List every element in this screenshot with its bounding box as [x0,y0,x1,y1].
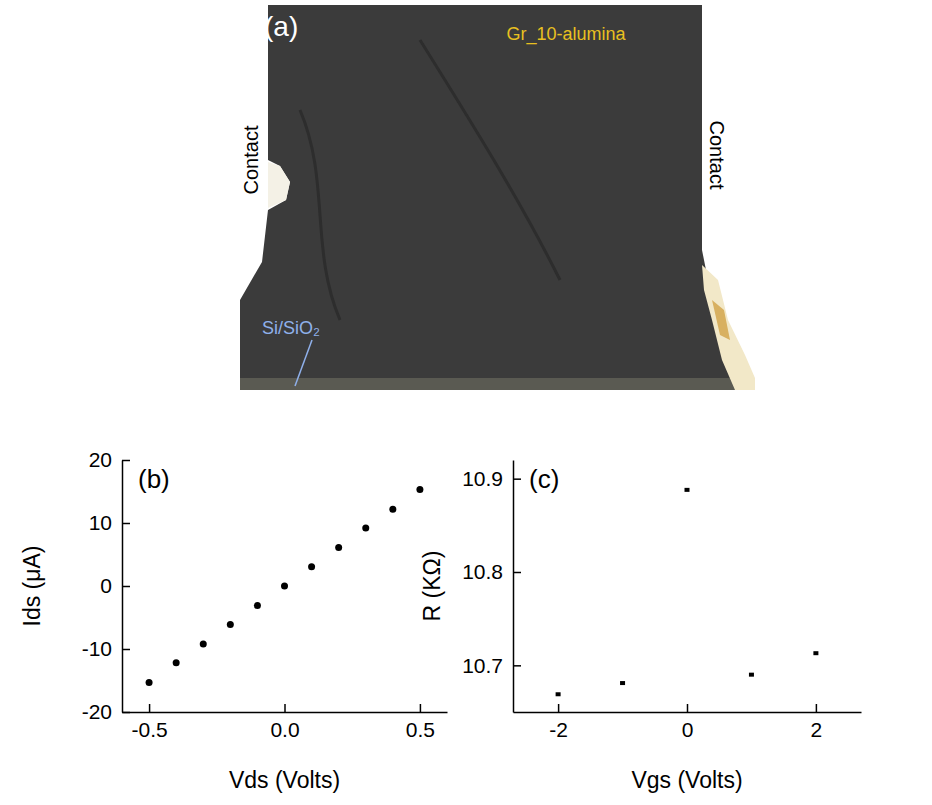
tick: -10 [82,637,130,660]
tick: 10.9 [462,467,521,490]
data-point [173,659,180,666]
contact-right-glint [712,300,730,340]
data-point [389,506,396,513]
tick-mark [513,572,521,574]
x-axis: -2 0 2 [514,704,862,741]
tick-mark [420,704,422,712]
tick-mark [513,478,521,480]
tick-mark [816,704,818,712]
tick-mark [122,460,130,462]
data-point [416,486,423,493]
data-point [335,544,342,551]
axis-line [513,461,515,713]
tick-mark [687,704,689,712]
tick-label: 0 [682,718,694,741]
x-axis: -0.5 0.0 0.5 [123,704,448,741]
tick-label: -20 [82,700,112,723]
tick: 0 [682,704,694,741]
data-point [556,692,561,696]
graphene-film [240,5,755,390]
panel-label: (b) [138,464,170,494]
tick: -20 [82,700,130,723]
data-point [146,679,153,686]
tick: -0.5 [131,704,167,741]
y-axis-title: Ids (μA) [19,546,45,627]
contact-label: Contact [706,121,728,190]
data-point [308,563,315,570]
data-point [227,621,234,628]
substrate-label: Si/SiO₂ [262,318,320,338]
x-axis-title: Vgs (Volts) [631,767,742,793]
panel-label: (c) [529,464,559,494]
tick: 10 [89,511,130,534]
tick-label: 2 [811,718,823,741]
tick: 10.8 [462,560,521,583]
tick: 2 [811,704,823,741]
contact-label: Contact [240,125,262,194]
tick-label: -10 [82,637,112,660]
data-point [362,525,369,532]
tick: 0 [100,574,130,597]
tick-label: 10.9 [462,467,503,490]
film-texture [300,40,560,320]
tick-label: 0 [100,574,112,597]
data-point [620,681,625,685]
data-point [749,673,754,677]
chart-panel: -2 0 2 10.7 10.8 10.9 Vgs (Volts) R (KΩ) (c) [419,461,862,794]
tick-label: 10 [89,511,112,534]
data-point [281,583,288,590]
tick-mark [122,586,130,588]
data-point [685,488,690,492]
contact-left-pad [268,162,290,208]
leader-line [295,340,312,386]
marks [146,486,424,686]
tick-label: 10.7 [462,654,503,677]
tick-mark [122,649,130,651]
data-point [813,651,818,655]
data-point [254,602,261,609]
panel-label: (a) [264,11,298,42]
tick: -2 [549,704,568,741]
tick: 20 [89,448,130,471]
tick-label: -2 [549,718,568,741]
tick-mark [122,712,130,714]
tick-label: 20 [89,448,112,471]
data-point [200,640,207,647]
tick-label: 0.0 [270,718,299,741]
marks [556,488,819,696]
contact-right-pad [702,265,755,390]
x-axis-title: Vds (Volts) [229,767,340,793]
tick: 10.7 [462,654,521,677]
tick-mark [284,704,286,712]
y-axis: -20 -10 0 10 20 [82,448,130,723]
figure: (a) Gr_10-alumina Contact Contact Si/SiO₂ -0.… [0,0,932,805]
y-axis: 10.7 10.8 10.9 [462,461,521,713]
sample-label: Gr_10-alumina [506,24,626,45]
tick-mark [513,665,521,667]
y-axis-title: R (KΩ) [419,551,445,622]
tick-label: -0.5 [131,718,167,741]
tick-mark [122,523,130,525]
chart-panel: -0.5 0.0 0.5 -20 -10 0 10 20 Vds (Volts) Ids (μA)… [19,448,448,793]
tick: 0.5 [406,704,435,741]
tick-label: 10.8 [462,560,503,583]
tick-mark [149,704,151,712]
tick-mark [558,704,560,712]
tick-label: 0.5 [406,718,435,741]
substrate-edge [240,378,755,390]
photo-panel: (a) Gr_10-alumina Contact Contact Si/SiO₂ [240,5,755,390]
tick: 0.0 [270,704,299,741]
